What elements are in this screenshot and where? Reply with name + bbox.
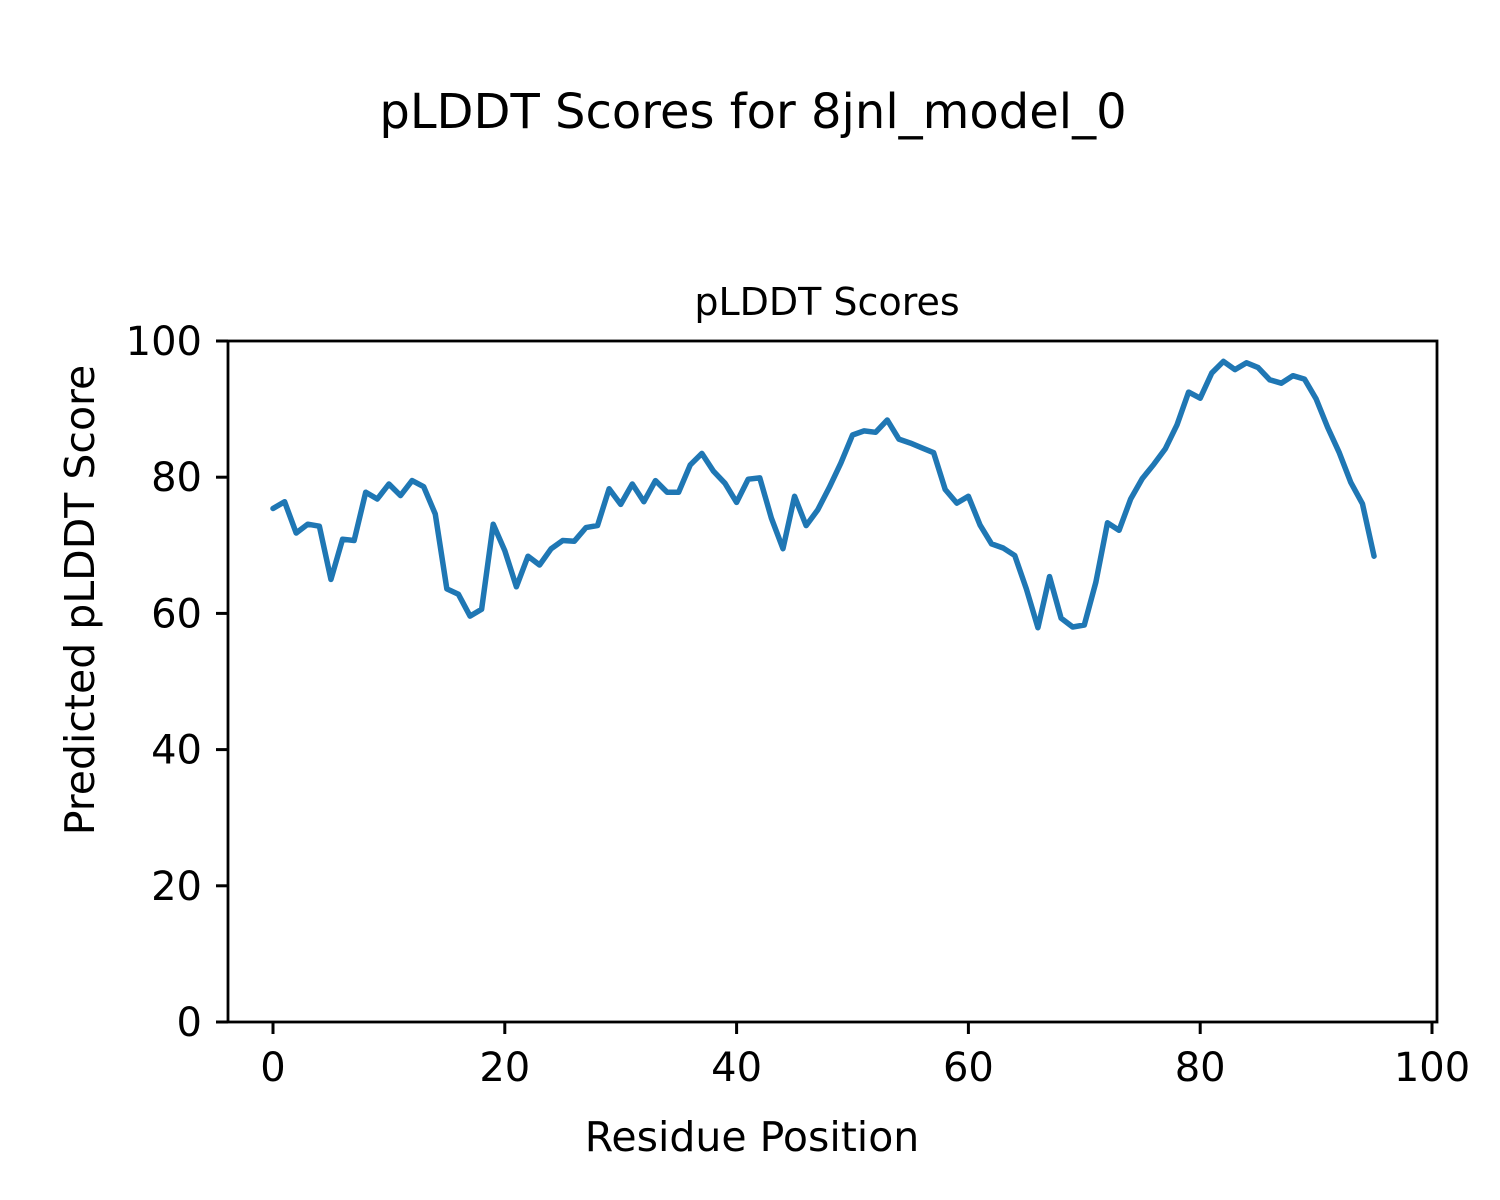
axes-title: pLDDT Scores <box>694 280 960 324</box>
plddt-line <box>270 358 1377 631</box>
x-tick-label: 0 <box>260 1045 285 1091</box>
y-tick-label: 80 <box>151 455 202 501</box>
figure-title: pLDDT Scores for 8jnl_model_0 <box>379 84 1127 140</box>
y-tick-label: 60 <box>151 591 202 637</box>
x-tick-label: 20 <box>479 1045 530 1091</box>
axis-ticks: 0 20 40 60 80 100 0 20 40 60 80 100 <box>126 319 1471 1091</box>
x-tick-label: 80 <box>1175 1045 1226 1091</box>
y-tick-label: 0 <box>177 1000 202 1046</box>
x-axis-label: Residue Position <box>584 1113 920 1161</box>
axes-spines <box>226 339 1439 1024</box>
x-tick-label: 100 <box>1394 1045 1470 1091</box>
y-tick-label: 100 <box>126 319 202 365</box>
x-tick-label: 40 <box>711 1045 762 1091</box>
x-tick-label: 60 <box>943 1045 994 1091</box>
y-tick-label: 20 <box>151 864 202 910</box>
y-tick-label: 40 <box>151 728 202 774</box>
